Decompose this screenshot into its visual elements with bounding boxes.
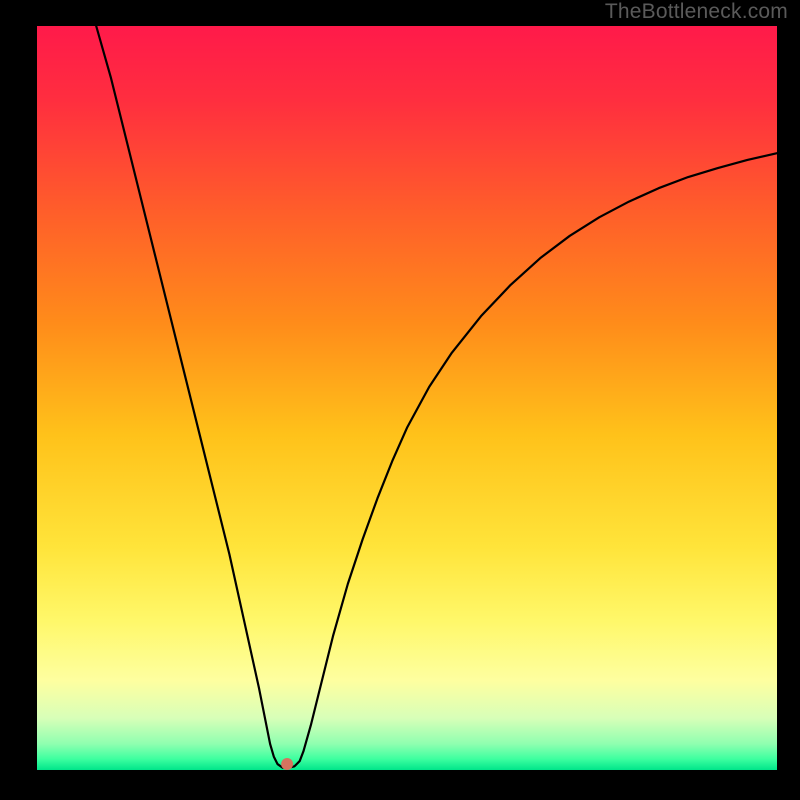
plot-background [37,26,777,770]
bottleneck-curve-chart [0,0,800,800]
optimal-point-marker [281,758,293,770]
watermark-text: TheBottleneck.com [605,0,788,24]
chart-container: TheBottleneck.com [0,0,800,800]
